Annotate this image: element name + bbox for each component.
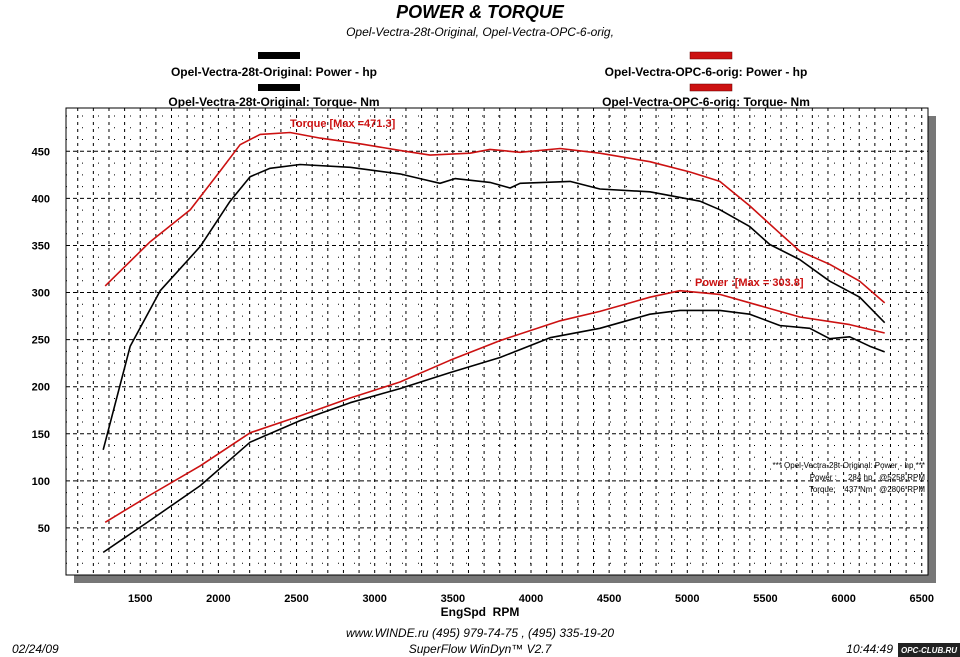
x-axis-label: EngSpd RPM xyxy=(441,605,520,619)
y-tick-label: 200 xyxy=(32,382,50,394)
y-tick-label: 350 xyxy=(32,240,50,252)
summary-box: *** Opel-Vectra-28t-Original: Power - hp… xyxy=(772,461,925,494)
summary-title: *** Opel-Vectra-28t-Original: Power - hp… xyxy=(772,461,925,470)
chart-subtitle: Opel-Vectra-28t-Original, Opel-Vectra-OP… xyxy=(346,25,614,39)
x-tick-label: 4500 xyxy=(597,593,621,605)
y-axis: 50 100 150 200 250 300 350 400 450 xyxy=(32,146,50,535)
series-line-opel-vectra-opc-6-orig-power xyxy=(104,289,885,523)
x-tick-label: 3500 xyxy=(441,593,465,605)
series-line-opel-vectra-28t-original-power xyxy=(102,309,885,554)
x-tick-label: 3000 xyxy=(362,593,386,605)
series-line-opel-vectra-opc-6-orig-torque xyxy=(104,131,886,304)
x-tick-label: 5000 xyxy=(675,593,699,605)
x-tick-label: 1500 xyxy=(128,593,152,605)
footer-date: 02/24/09 xyxy=(12,642,59,656)
legend: Opel-Vectra-28t-Original: Power - hp Ope… xyxy=(168,51,810,109)
watermark-logo xyxy=(898,643,960,657)
y-tick-label: 50 xyxy=(38,523,50,535)
footer-time: 10:44:49 xyxy=(846,642,893,656)
x-tick-label: 6000 xyxy=(831,593,855,605)
legend-swatch-opc-torque xyxy=(689,83,733,92)
y-tick-label: 450 xyxy=(32,146,50,158)
x-tick-label: 4000 xyxy=(519,593,543,605)
legend-swatch-orig-torque xyxy=(258,84,300,91)
legend-swatch-opc-power xyxy=(689,51,733,60)
power-max-annotation: Power :[Max = 303.8] xyxy=(695,277,804,289)
legend-swatch-orig-power xyxy=(258,52,300,59)
y-tick-label: 400 xyxy=(32,193,50,205)
y-tick-label: 300 xyxy=(32,288,50,300)
legend-label-orig-power: Opel-Vectra-28t-Original: Power - hp xyxy=(171,65,377,79)
x-tick-label: 6500 xyxy=(910,593,934,605)
legend-label-opc-power: Opel-Vectra-OPC-6-orig: Power - hp xyxy=(605,65,808,79)
x-axis: 1500 2000 2500 3000 3500 4000 4500 5000 5500 6000… xyxy=(128,593,934,605)
chart-title: POWER & TORQUE xyxy=(396,2,565,22)
grid xyxy=(66,108,928,575)
watermark-text: OPC-CLUB.RU xyxy=(901,646,957,655)
summary-torque: Torque: 437 Nm @2806 RPM xyxy=(809,485,926,494)
y-tick-label: 100 xyxy=(32,476,50,488)
footer-software: SuperFlow WinDyn™ V2.7 xyxy=(409,642,553,656)
x-tick-label: 2500 xyxy=(284,593,308,605)
torque-max-annotation: Torque [Max =471.3] xyxy=(290,118,396,130)
y-tick-label: 150 xyxy=(32,429,50,441)
y-tick-label: 250 xyxy=(32,335,50,347)
x-tick-label: 2000 xyxy=(206,593,230,605)
legend-label-orig-torque: Opel-Vectra-28t-Original: Torque- Nm xyxy=(168,95,379,109)
summary-power: Power : 284 hp @5258 RPM xyxy=(810,473,926,482)
footer-contact: www.WINDE.ru (495) 979-74-75 , (495) 335… xyxy=(346,626,614,640)
series-lines xyxy=(102,131,886,554)
x-tick-label: 5500 xyxy=(753,593,777,605)
series-line-opel-vectra-28t-original-torque xyxy=(102,163,886,451)
legend-label-opc-torque: Opel-Vectra-OPC-6-orig: Torque- Nm xyxy=(602,95,810,109)
